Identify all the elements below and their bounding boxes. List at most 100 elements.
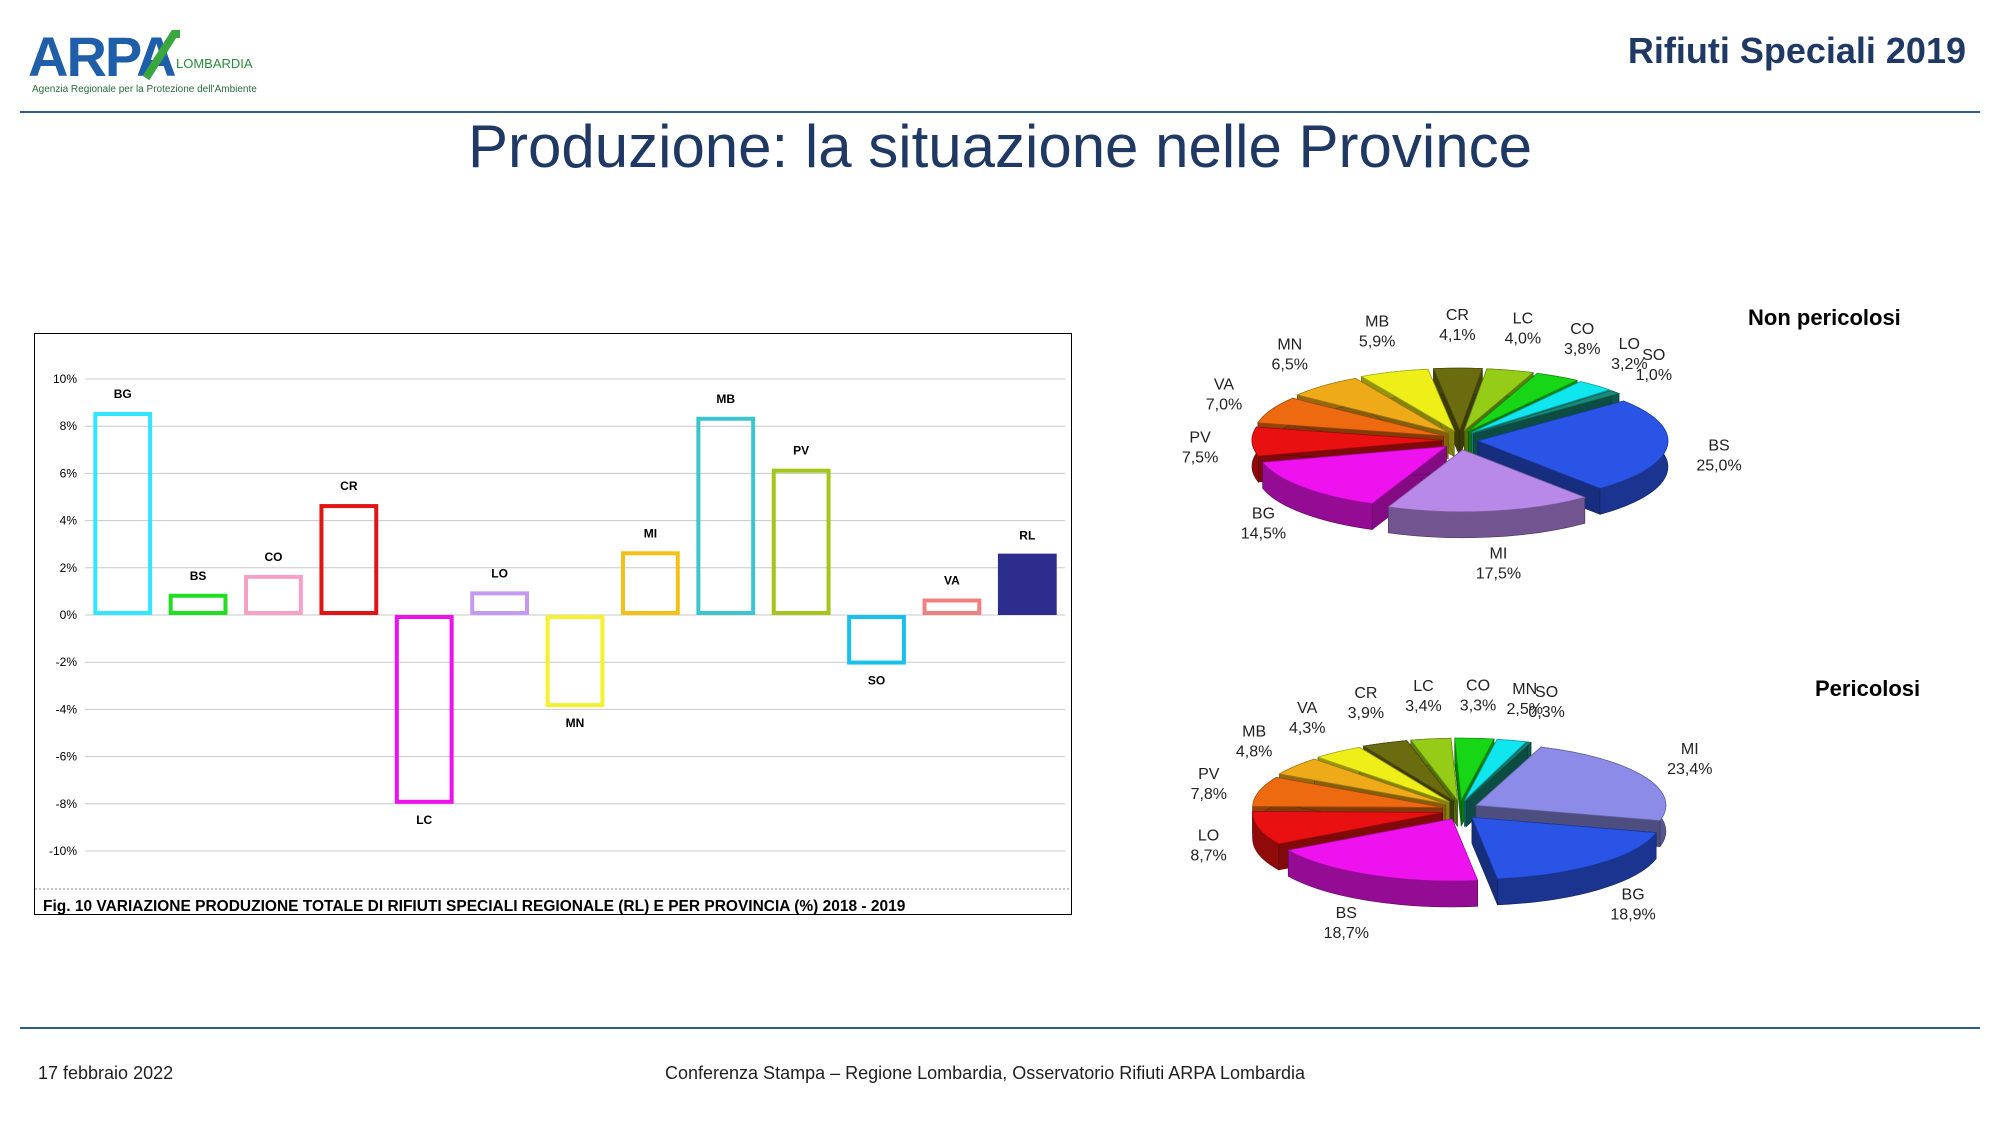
- pie-label-name: PV: [1198, 766, 1220, 783]
- pie-slice-top: [1316, 746, 1450, 803]
- bar-label: RL: [1019, 529, 1035, 543]
- pie-slice-top: [1387, 449, 1587, 513]
- pie-slice-bg: [1261, 445, 1448, 531]
- header-title: Rifiuti Speciali 2019: [1627, 30, 1966, 71]
- pie-slice-bg: [1471, 816, 1657, 906]
- slide-title: Produzione: la situazione nelle Province: [468, 113, 1532, 180]
- logo-subtitle: Agenzia Regionale per la Protezione dell…: [32, 84, 257, 95]
- bar-mi: [620, 551, 680, 615]
- bar-chart-frame: 10% 8% 6% 4% 2% 0% -2% -4% -6% -8% -10% BG BS CO CR LC L…: [34, 333, 1072, 915]
- y-tick-label: 8%: [60, 419, 78, 433]
- pie-label-name: CR: [1446, 307, 1469, 324]
- y-tick-label: 4%: [60, 514, 78, 528]
- pie-slice-top: [1474, 746, 1667, 822]
- pie-slice-top: [1360, 368, 1456, 432]
- bar-co: [244, 574, 303, 616]
- footer-text: Conferenza Stampa – Regione Lombardia, O…: [665, 1063, 1306, 1083]
- pie-label-value: 17,5%: [1476, 566, 1521, 583]
- pie-slice-top: [1471, 381, 1611, 433]
- pie-slice-top: [1252, 776, 1443, 808]
- bar-label: MI: [644, 526, 657, 540]
- pie-label-name: BG: [1252, 506, 1275, 523]
- pie-label-name: BS: [1708, 437, 1729, 454]
- logo-text: ARPA: [28, 26, 175, 86]
- pie-slice-top: [1463, 368, 1535, 432]
- bar-label: LC: [416, 813, 432, 827]
- arpa-logo-mark: ARPA LOMBARDIA: [28, 26, 253, 86]
- pie-label-name: BG: [1622, 887, 1645, 904]
- pie-label-value: 7,0%: [1206, 397, 1242, 414]
- y-tick-label: -2%: [56, 655, 78, 669]
- y-tick-label: -6%: [56, 750, 78, 764]
- pie-label-name: MI: [1681, 741, 1699, 758]
- pie-label-value: 4,3%: [1289, 720, 1325, 737]
- bar-rl: [997, 553, 1057, 615]
- pie-slice-top: [1432, 367, 1483, 432]
- y-tick-label: 6%: [60, 466, 78, 480]
- y-tick-label: 10%: [53, 372, 77, 386]
- pie-chart-pericolosi: MI 23,4% BG 18,9% BS 18,7% LO 8,7% PV 7,8% MB 4,8% V…: [1190, 677, 1712, 942]
- bar-label: SO: [868, 674, 885, 688]
- bar-lc: [394, 615, 454, 804]
- pie-label-name: MI: [1490, 546, 1508, 563]
- arpa-logo: ARPA LOMBARDIA Agenzia Regionale per la …: [28, 26, 268, 106]
- pie-slice-top: [1471, 816, 1657, 880]
- pie-label-name: CO: [1466, 677, 1490, 694]
- pie-label-name: LO: [1619, 336, 1640, 353]
- bar-lo: [470, 591, 530, 615]
- pie-label-value: 5,9%: [1359, 333, 1395, 350]
- pie-label-name: CR: [1354, 685, 1377, 702]
- footer-divider: [20, 1027, 1980, 1029]
- bar-label: CR: [340, 479, 358, 493]
- pie-label-name: PV: [1189, 430, 1211, 447]
- pie-label-value: 3,4%: [1405, 698, 1441, 715]
- pie-label-name: MN: [1277, 336, 1302, 353]
- pie-slice-top: [1362, 740, 1454, 802]
- pie-slice-top: [1473, 390, 1621, 434]
- pie-slice-top: [1468, 373, 1579, 432]
- pie-slice-top: [1476, 400, 1669, 489]
- bar-bs: [168, 593, 228, 616]
- pie-chart-non-pericolosi: BS 25,0% MI 17,5% BG 14,5% PV 7,5% VA 7,0% MN 6,5% M…: [1182, 307, 1742, 583]
- pie-label-value: 3,3%: [1460, 697, 1496, 714]
- pie-slice-top: [1278, 758, 1446, 805]
- pie-label-name: BS: [1336, 905, 1357, 922]
- pie-label-value: 3,8%: [1564, 341, 1600, 358]
- bar-mn: [545, 615, 605, 708]
- pie-label-value: 0,3%: [1528, 704, 1564, 721]
- y-tick-label: 0%: [60, 608, 78, 622]
- pie-label-name: LO: [1198, 828, 1219, 845]
- y-tick-label: 2%: [60, 561, 78, 575]
- pie-label-value: 18,9%: [1610, 907, 1655, 924]
- pie-label-value: 23,4%: [1667, 761, 1712, 778]
- bar-label: BG: [114, 387, 132, 401]
- bar-label: MB: [716, 392, 735, 406]
- pie-slice-top: [1464, 738, 1527, 801]
- bar-so: [847, 615, 906, 665]
- logo-swoosh: [142, 30, 180, 81]
- pie-slice-top: [1465, 741, 1532, 801]
- footer-date: 17 febbraio 2022: [38, 1063, 174, 1083]
- pie-label-name: VA: [1297, 700, 1317, 717]
- pie-label-name: CO: [1570, 321, 1594, 338]
- pie-label-value: 8,7%: [1190, 848, 1226, 865]
- pie-label-name: VA: [1214, 377, 1234, 394]
- pie-slice-top: [1251, 426, 1443, 457]
- bar-label: VA: [944, 573, 960, 587]
- pie-title-non-pericolosi: Non pericolosi: [1748, 305, 1901, 330]
- y-tick-label: -8%: [56, 797, 78, 811]
- pie-label-value: 4,8%: [1236, 744, 1272, 761]
- pie-label-name: SO: [1535, 684, 1558, 701]
- pie-label-name: LC: [1513, 311, 1533, 328]
- pie-label-name: MB: [1242, 724, 1266, 741]
- pie-label-value: 4,1%: [1439, 327, 1475, 344]
- bar-label: MN: [566, 716, 585, 730]
- pie-label-name: MB: [1365, 313, 1389, 330]
- bar-chart: 10% 8% 6% 4% 2% 0% -2% -4% -6% -8% -10% BG BS CO CR LC L…: [35, 372, 1071, 890]
- pie-label-value: 25,0%: [1696, 457, 1741, 474]
- bar-label: PV: [793, 444, 809, 458]
- pie-slice-top: [1454, 737, 1495, 802]
- pie-slice-bs: [1476, 400, 1669, 515]
- pie-slice-top: [1410, 737, 1459, 802]
- pie-label-value: 7,5%: [1182, 450, 1218, 467]
